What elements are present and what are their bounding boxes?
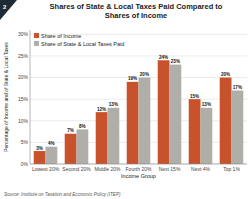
bar — [170, 65, 182, 164]
y-tick-label: 10% — [18, 118, 29, 124]
bar — [108, 108, 120, 164]
data-label: 3% — [36, 146, 43, 151]
y-tick-label: 25% — [18, 53, 29, 59]
bar — [77, 129, 89, 164]
data-label: 13% — [202, 102, 211, 107]
bar — [232, 91, 244, 164]
bar — [158, 60, 170, 164]
chart: 2 Shares of State & Local Taxes Paid Comp… — [0, 0, 252, 199]
y-tick-label: 5% — [21, 139, 29, 145]
bar — [189, 99, 201, 164]
legend-label: Share of Income — [41, 33, 81, 39]
data-label: 4% — [48, 141, 55, 146]
y-axis — [30, 30, 31, 164]
data-label: 12% — [97, 107, 106, 112]
data-label: 20% — [221, 72, 230, 77]
x-tick-label: Second 20% — [62, 166, 91, 172]
legend-swatch — [34, 41, 39, 46]
x-tick-label: Fourth 20% — [126, 166, 152, 172]
x-axis-label: Income Group — [121, 173, 156, 179]
source-note: Source: Institute on Taxation and Econom… — [4, 192, 121, 197]
data-label: 7% — [67, 128, 74, 133]
y-tick-label: 15% — [18, 96, 29, 102]
data-label: 23% — [171, 59, 180, 64]
x-axis — [30, 164, 247, 165]
x-tick-label: Next 15% — [159, 166, 181, 172]
bar — [65, 134, 77, 164]
data-label: 19% — [128, 76, 137, 81]
data-label: 17% — [233, 85, 242, 90]
data-label: 20% — [140, 72, 149, 77]
y-axis-label: Percentage of Income and of State & Loca… — [3, 42, 9, 152]
bar — [46, 147, 58, 164]
bars — [34, 60, 244, 164]
legend-swatch — [34, 33, 39, 38]
data-label: 15% — [190, 94, 199, 99]
data-label: 13% — [109, 102, 118, 107]
y-tick-label: 30% — [18, 31, 29, 37]
y-tick-label: 20% — [18, 74, 29, 80]
title: Shares of State & Local Taxes Paid Compa… — [50, 2, 223, 20]
bar — [127, 82, 139, 164]
data-label: 24% — [159, 55, 168, 60]
bar — [139, 78, 151, 164]
x-tick-label: Lowest 20% — [32, 166, 60, 172]
grid-line — [30, 55, 247, 56]
x-tick-label: Middle 20% — [94, 166, 121, 172]
x-tick-label: Next 4% — [191, 166, 210, 172]
bar — [201, 108, 213, 164]
badge-text: 2 — [3, 4, 7, 10]
legend-label: Share of State & Local Taxes Paid — [41, 41, 124, 47]
y-tick-label: 0% — [21, 161, 29, 167]
bar — [220, 78, 232, 164]
data-label: 8% — [79, 124, 86, 129]
x-tick-label: Top 1% — [223, 166, 240, 172]
bar — [34, 151, 46, 164]
corner-badge — [0, 0, 17, 20]
bar — [96, 112, 108, 164]
